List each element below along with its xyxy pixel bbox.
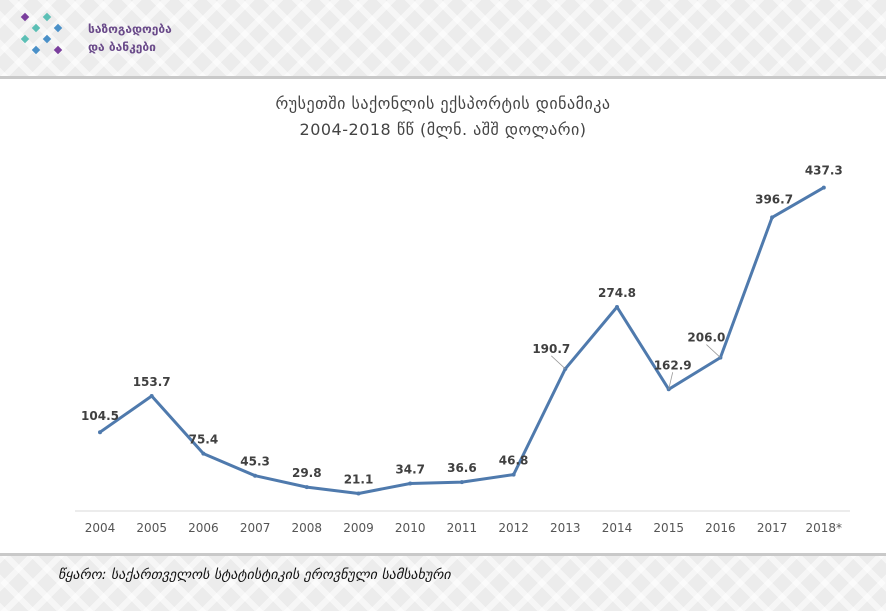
x-tick-label: 2007 <box>240 521 271 535</box>
data-label: 29.8 <box>292 466 322 480</box>
data-point <box>821 185 826 190</box>
x-tick-label: 2012 <box>498 521 529 535</box>
data-label: 274.8 <box>598 286 636 300</box>
data-point <box>149 394 154 399</box>
data-label: 36.6 <box>447 461 477 475</box>
data-point <box>98 430 102 435</box>
logo-dot <box>53 45 63 55</box>
header-band <box>0 0 886 76</box>
data-label: 162.9 <box>654 358 692 372</box>
x-tick-label: 2017 <box>757 521 788 535</box>
data-label: 437.3 <box>805 164 843 178</box>
logo: საზოგადოება და ბანკები <box>18 10 178 66</box>
x-tick-label: 2006 <box>188 521 219 535</box>
x-tick-label: 2018* <box>806 521 843 535</box>
data-label: 34.7 <box>395 462 425 476</box>
line-chart: 2004 2005 2006 2007 2008 2009 2010 2011 2012 2013… <box>75 164 850 535</box>
data-label: 45.3 <box>240 455 270 469</box>
data-label: 396.7 <box>755 192 793 206</box>
data-label: 75.4 <box>189 433 219 447</box>
chart-subtitle: 2004-2018 წწ (მლნ. აშშ დოლარი) <box>299 120 587 139</box>
x-tick-label: 2005 <box>136 521 167 535</box>
data-label: 153.7 <box>133 375 171 389</box>
data-point <box>408 481 413 486</box>
logo-dot <box>31 45 41 55</box>
data-point <box>304 485 309 490</box>
x-tick-label: 2008 <box>292 521 323 535</box>
footer-band <box>0 556 886 611</box>
chart-title: რუსეთში საქონლის ექსპორტის დინამიკა <box>275 94 611 113</box>
x-tick-label: 2015 <box>653 521 684 535</box>
data-label: 206.0 <box>687 331 725 345</box>
x-tick-label: 2014 <box>602 521 633 535</box>
logo-dot <box>42 12 52 22</box>
logo-dot <box>31 23 41 33</box>
data-point <box>356 491 361 496</box>
label-leader <box>706 344 721 358</box>
x-tick-label: 2016 <box>705 521 736 535</box>
x-tick-label: 2004 <box>85 521 116 535</box>
label-leader <box>668 372 674 390</box>
label-leader <box>551 355 566 370</box>
x-tick-label: 2009 <box>343 521 374 535</box>
data-point <box>253 473 258 478</box>
logo-dot <box>53 23 63 33</box>
logo-icon <box>20 12 63 55</box>
data-label: 190.7 <box>532 342 570 356</box>
data-label: 21.1 <box>344 472 374 486</box>
data-point <box>459 480 464 485</box>
x-tick-label: 2013 <box>550 521 581 535</box>
header-divider <box>0 76 886 79</box>
x-tick-label: 2011 <box>447 521 478 535</box>
source-note: წყარო: საქართველოს სტატისტიკის ეროვნული … <box>58 567 451 583</box>
data-label: 46.8 <box>499 454 529 468</box>
logo-line-1: საზოგადოება <box>88 22 172 36</box>
data-point <box>201 451 206 456</box>
data-label: 104.5 <box>81 409 119 423</box>
logo-dot <box>20 34 30 44</box>
footer-divider <box>0 553 886 556</box>
x-tick-label: 2010 <box>395 521 426 535</box>
logo-line-2: და ბანკები <box>88 40 156 54</box>
data-point <box>770 215 775 220</box>
data-point <box>615 305 619 310</box>
data-point <box>511 472 516 477</box>
logo-dot <box>42 34 52 44</box>
